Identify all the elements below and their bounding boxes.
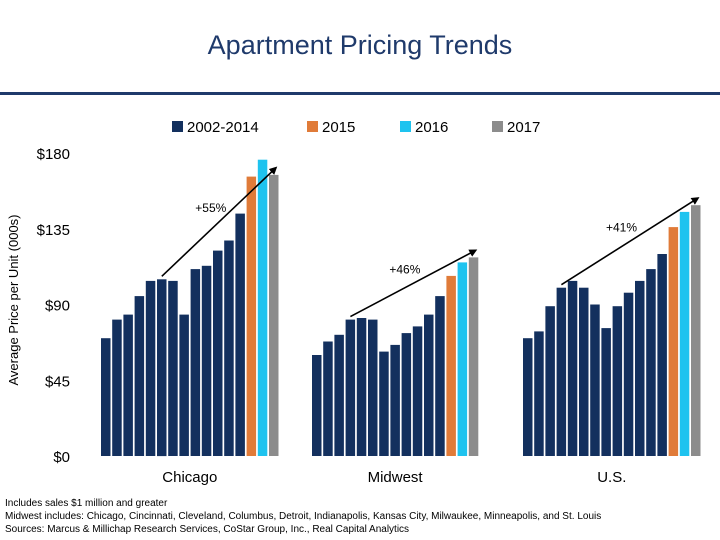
- legend-label: 2016: [415, 119, 448, 136]
- chart-legend: 2002-2014 2015 2016 2017: [172, 119, 540, 136]
- bar: [679, 211, 690, 456]
- bar: [635, 280, 645, 456]
- page-title: Apartment Pricing Trends: [207, 30, 513, 60]
- y-axis-label: Average Price per Unit (000s): [6, 214, 21, 385]
- growth-arrows: +55% +46% +41%: [161, 166, 700, 318]
- bar: [412, 326, 423, 456]
- bar: [134, 296, 145, 456]
- category-label: Midwest: [368, 469, 424, 486]
- bar: [257, 159, 268, 456]
- bar: [424, 314, 434, 456]
- bar: [145, 280, 156, 456]
- growth-label: +41%: [606, 220, 637, 234]
- bar: [435, 296, 445, 456]
- bar-groups: Chicago Midwest U.S.: [101, 159, 701, 486]
- legend-swatch: [492, 121, 503, 132]
- bar: [390, 344, 400, 456]
- bar: [545, 306, 555, 456]
- bar: [356, 318, 367, 456]
- bar: [312, 355, 322, 456]
- pricing-bar-chart: 2002-2014 2015 2016 2017 Average Price per …: [6, 119, 701, 486]
- y-tick-label: $0: [53, 449, 70, 466]
- bar: [224, 240, 234, 456]
- growth-label: +55%: [195, 201, 226, 215]
- bar: [179, 314, 189, 456]
- category-label: Chicago: [162, 469, 217, 486]
- bar: [190, 269, 201, 456]
- bar: [646, 269, 656, 456]
- bar: [334, 334, 344, 456]
- bar: [567, 280, 578, 456]
- bar: [201, 265, 212, 456]
- bar: [112, 319, 122, 456]
- legend-label: 2015: [322, 119, 355, 136]
- bar: [235, 213, 245, 456]
- bar: [446, 275, 456, 456]
- y-tick-label: $135: [37, 222, 70, 239]
- legend-swatch: [400, 121, 411, 132]
- footnote-line: Includes sales $1 million and greater: [5, 498, 168, 509]
- legend-label: 2002-2014: [187, 119, 259, 136]
- bar: [534, 331, 544, 456]
- bar: [590, 304, 600, 456]
- bar: [668, 227, 679, 456]
- category-label: U.S.: [597, 469, 626, 486]
- bar: [691, 205, 701, 456]
- y-tick-label: $45: [45, 373, 70, 390]
- bar: [457, 262, 468, 456]
- bar: [157, 279, 167, 457]
- bar: [401, 333, 412, 456]
- bar: [213, 250, 223, 456]
- bar: [601, 328, 611, 456]
- bar: [657, 254, 667, 456]
- y-tick-label: $90: [45, 298, 70, 315]
- bar: [101, 338, 111, 456]
- bar: [168, 280, 178, 456]
- bar: [523, 338, 533, 456]
- bar: [612, 306, 623, 456]
- bar: [379, 351, 389, 456]
- bar: [123, 314, 133, 456]
- bar: [556, 287, 567, 456]
- title-divider: [0, 92, 720, 95]
- bar: [468, 257, 479, 456]
- growth-arrow: [161, 166, 278, 277]
- growth-arrow: [350, 249, 478, 318]
- growth-arrow: [560, 197, 700, 286]
- bar: [368, 319, 378, 456]
- legend-swatch: [172, 121, 183, 132]
- footnote-line: Midwest includes: Chicago, Cincinnati, C…: [5, 511, 602, 522]
- growth-label: +46%: [389, 263, 420, 277]
- bar: [345, 319, 356, 456]
- bar: [323, 341, 333, 456]
- bar: [579, 287, 589, 456]
- bar: [269, 174, 279, 456]
- footnotes: Includes sales $1 million and greater Mi…: [5, 497, 601, 536]
- bar: [246, 176, 257, 456]
- bar: [623, 292, 634, 456]
- y-axis: Average Price per Unit (000s) $0 $45 $90 $13…: [6, 146, 70, 466]
- legend-swatch: [307, 121, 318, 132]
- y-tick-label: $180: [37, 146, 70, 163]
- footnote-line: Sources: Marcus & Millichap Research Ser…: [5, 524, 410, 535]
- legend-label: 2017: [507, 119, 540, 136]
